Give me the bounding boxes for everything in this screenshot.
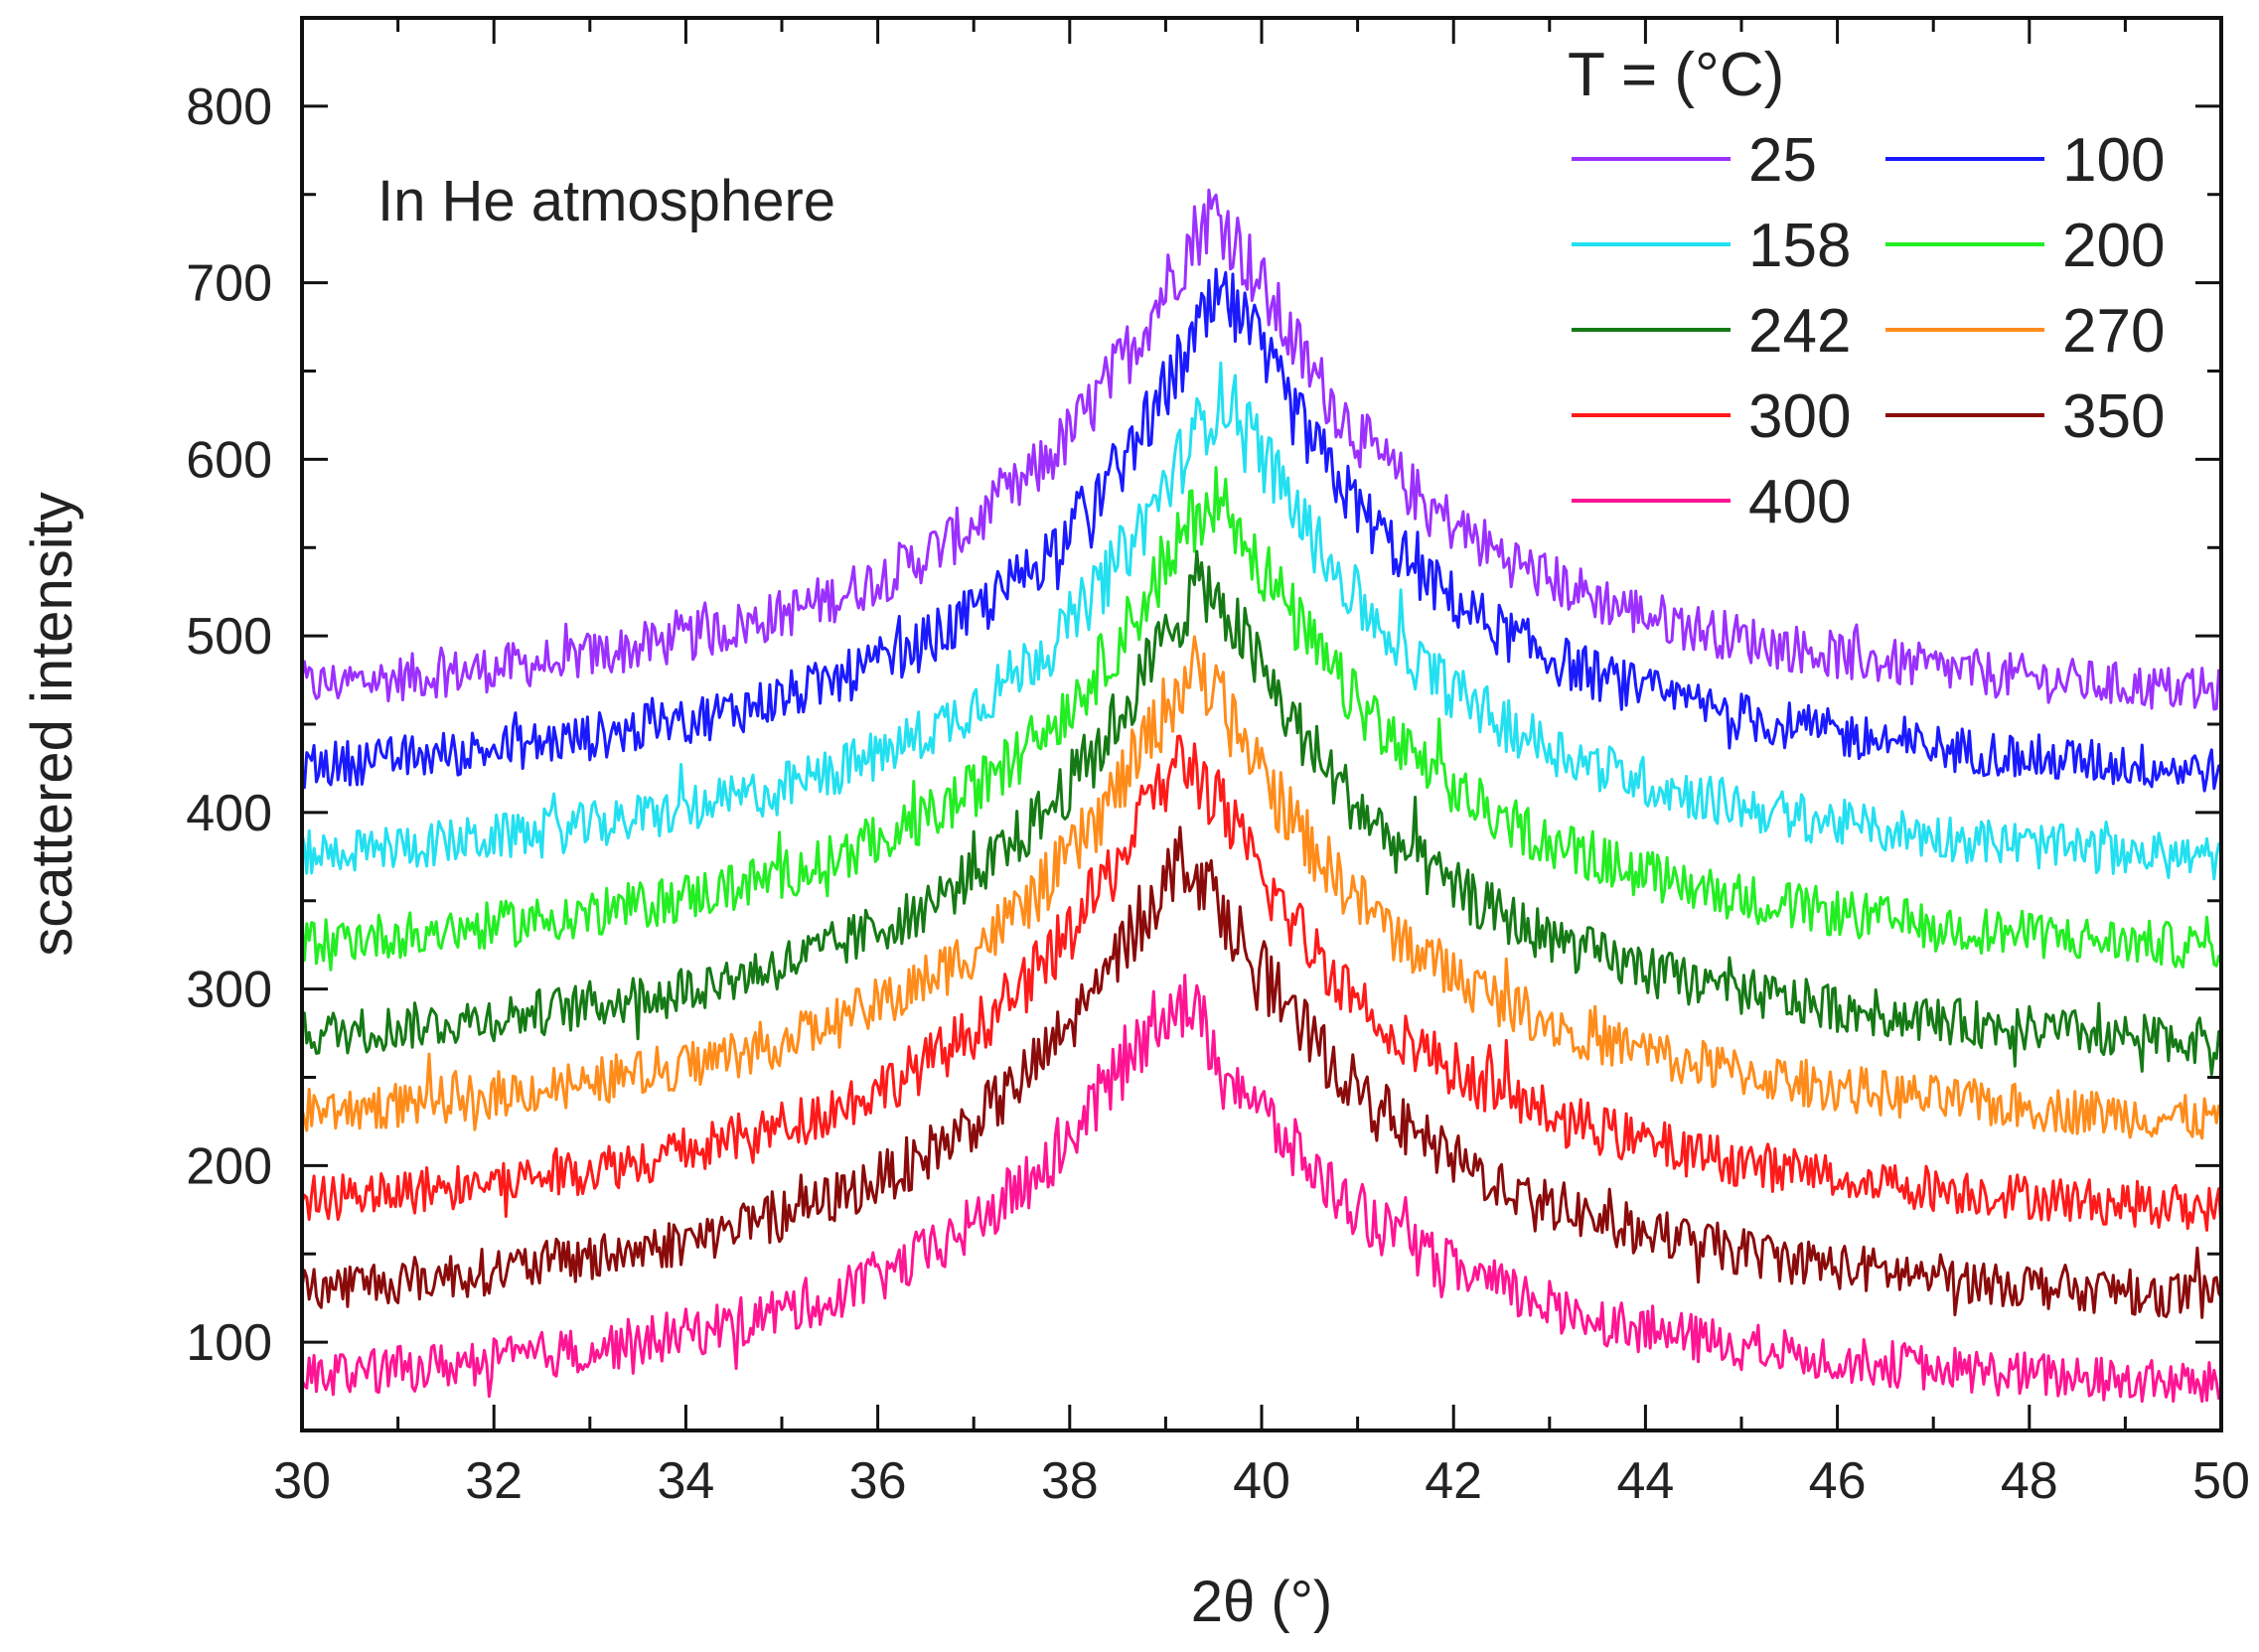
series-line-270 — [302, 635, 2221, 1140]
legend-label-400: 400 — [1748, 468, 1851, 536]
x-tick-label: 46 — [1809, 1452, 1867, 1510]
x-tick-label: 38 — [1041, 1452, 1099, 1510]
series-line-400 — [302, 974, 2221, 1404]
x-axis-title: 2θ (°) — [1191, 1570, 1332, 1634]
legend-label-200: 200 — [2062, 212, 2165, 280]
y-tick-label: 500 — [186, 608, 272, 666]
y-tick-label: 800 — [186, 78, 272, 136]
x-tick-label: 32 — [465, 1452, 523, 1510]
legend: T = (°C) 25 100 158 200 242 270 300 350 400 — [1568, 41, 2165, 536]
x-tick-label: 34 — [657, 1452, 714, 1510]
series-layer — [302, 188, 2221, 1404]
series-line-350 — [302, 826, 2221, 1319]
x-tick-label: 42 — [1425, 1452, 1482, 1510]
legend-title: T = (°C) — [1568, 41, 1784, 109]
legend-label-350: 350 — [2062, 382, 2165, 451]
series-line-158 — [302, 361, 2221, 881]
legend-label-100: 100 — [2062, 126, 2165, 195]
x-tick-label: 50 — [2192, 1452, 2250, 1510]
series-line-25 — [302, 188, 2221, 711]
series-line-100 — [302, 267, 2221, 793]
y-tick-label: 100 — [186, 1314, 272, 1372]
x-tick-label: 44 — [1616, 1452, 1674, 1510]
y-tick-label: 600 — [186, 431, 272, 489]
atmosphere-annotation: In He atmosphere — [377, 169, 835, 233]
legend-label-25: 25 — [1748, 126, 1817, 195]
legend-label-270: 270 — [2062, 297, 2165, 366]
series-line-200 — [302, 466, 2221, 972]
legend-label-300: 300 — [1748, 382, 1851, 451]
x-axis: 30 32 34 36 38 40 42 44 46 48 50 — [273, 18, 2250, 1510]
x-tick-label: 40 — [1233, 1452, 1290, 1510]
legend-label-242: 242 — [1748, 297, 1851, 366]
y-axis: 100 200 300 400 500 600 700 800 — [186, 16, 2221, 1372]
series-line-300 — [302, 734, 2221, 1232]
y-tick-label: 200 — [186, 1137, 272, 1195]
series-line-242 — [302, 549, 2221, 1077]
x-tick-label: 48 — [2001, 1452, 2058, 1510]
legend-label-158: 158 — [1748, 212, 1851, 280]
y-tick-label: 300 — [186, 962, 272, 1019]
y-tick-label: 700 — [186, 255, 272, 313]
x-tick-label: 30 — [273, 1452, 331, 1510]
y-axis-title: scattered intensity — [20, 492, 84, 956]
y-tick-label: 400 — [186, 785, 272, 842]
x-tick-label: 36 — [849, 1452, 907, 1510]
